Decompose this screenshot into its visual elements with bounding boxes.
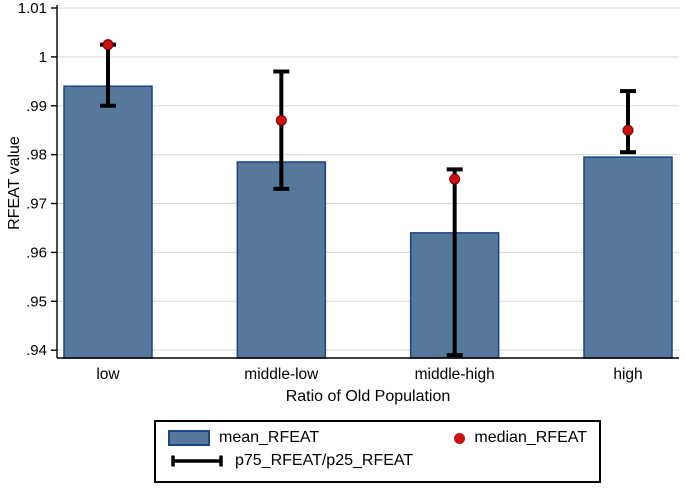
y-tick-label: 1.01 [18,0,47,17]
legend-item-range: p75_RFEAT/p25_RFEAT [168,452,413,470]
y-tick-label: .96 [26,244,47,261]
error-bar-icon [171,455,223,467]
y-tick-label: 1 [39,49,47,66]
median-point [102,39,114,51]
median-point [622,124,634,136]
y-tick-label: .97 [26,196,47,213]
legend-row: p75_RFEAT/p25_RFEAT [168,452,587,470]
bar-high [583,156,673,359]
median-point [275,114,287,126]
x-axis-title: Ratio of Old Population [285,388,451,405]
median-point [449,173,461,185]
bar-swatch-icon [168,430,210,446]
x-tick-label: low [96,366,120,383]
bar-low [63,85,153,359]
x-tick-label: middle-high [415,366,495,383]
legend-label-mean: mean_RFEAT [219,429,320,446]
legend-label-median: median_RFEAT [474,429,587,446]
legend-item-mean: mean_RFEAT [168,429,319,447]
y-tick-label: .94 [26,342,47,359]
y-tick-label: .98 [26,147,47,164]
y-tick-label: .95 [26,293,47,310]
legend-label-range: p75_RFEAT/p25_RFEAT [235,452,414,469]
y-axis-title: RFEAT value [6,136,23,230]
x-tick-label: middle-low [244,366,319,383]
legend: mean_RFEAT median_RFEAT p75_RFEAT/p25_RF… [154,420,601,483]
legend-row: mean_RFEAT median_RFEAT [168,429,587,447]
y-tick-label: .99 [26,98,47,115]
x-tick-label: high [613,366,642,383]
median-dot-icon [454,432,466,444]
bar-middle-low [236,161,327,359]
legend-item-median: median_RFEAT [454,429,587,447]
